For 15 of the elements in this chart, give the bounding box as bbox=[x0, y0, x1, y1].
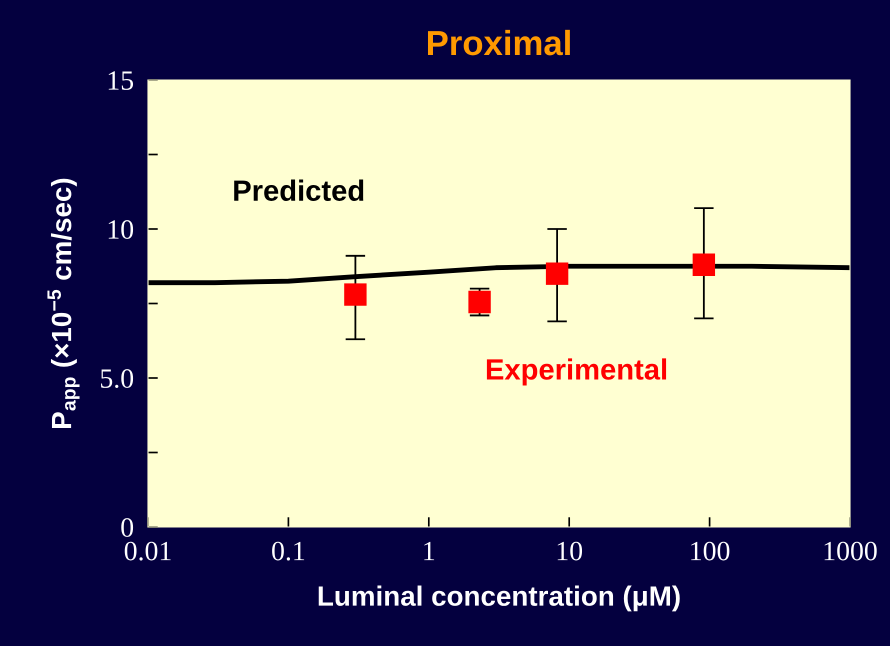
series-label: Experimental bbox=[486, 358, 666, 386]
x-tick-label: 1000 bbox=[824, 542, 877, 560]
x-tick-label: 0.1 bbox=[272, 542, 304, 561]
y-tick-label: 0 bbox=[121, 518, 134, 537]
y-tick-label: 5.0 bbox=[101, 369, 134, 388]
y-axis-title: P$_{app}$ (×10$^{−5}$ cm/sec) bbox=[47, 178, 80, 428]
x-tick-label: 10 bbox=[558, 542, 582, 560]
y-tick-label: 10 bbox=[108, 220, 134, 239]
x-axis-title: Luminal concentration (μM) bbox=[318, 586, 680, 612]
x-tick-label: 1 bbox=[424, 542, 434, 560]
chart-title: Proximal bbox=[428, 30, 570, 56]
y-tick-label: 15 bbox=[108, 71, 134, 90]
x-tick-label: 0.01 bbox=[124, 542, 171, 561]
text: Predicted bbox=[234, 180, 364, 201]
x-tick-label: 100 bbox=[691, 542, 730, 560]
